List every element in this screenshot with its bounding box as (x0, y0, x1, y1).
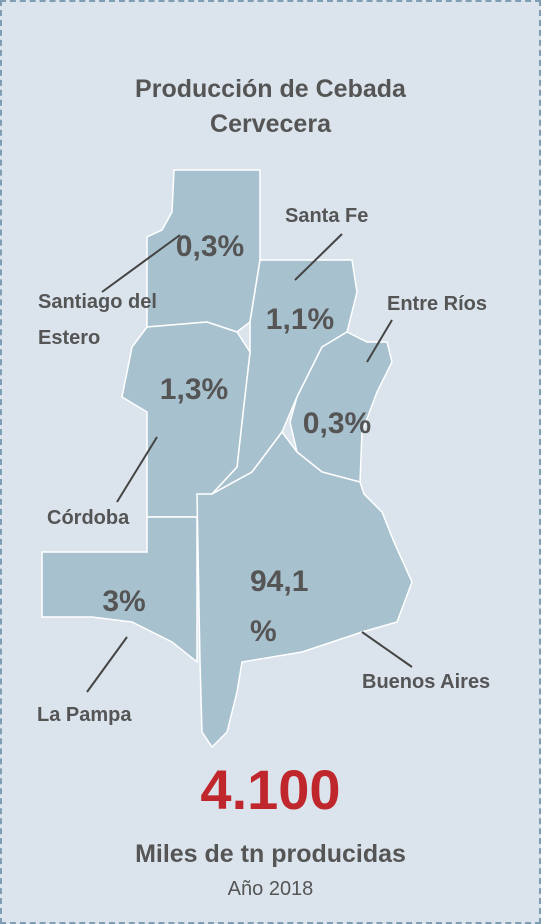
province-name: La Pampa (37, 704, 132, 726)
province-share: 0,3% (175, 230, 245, 263)
province-name: Entre Ríos (387, 293, 488, 315)
total-caption: Miles de tn producidas (135, 840, 406, 868)
leader-line (101, 234, 181, 293)
province-share: 1,3% (159, 373, 229, 406)
province-name: Santa Fe (285, 205, 369, 227)
province-shape (196, 430, 413, 749)
title: Producción de Cebada Cervecera (135, 75, 406, 138)
province-name: Santiago del Estero (38, 291, 157, 349)
leader-line (86, 636, 128, 693)
leader-line (294, 233, 343, 281)
province-name: Córdoba (47, 507, 130, 529)
leader-line (116, 436, 158, 503)
province-share: 3% (102, 585, 146, 618)
leader-line (361, 631, 413, 668)
province-share: 0,3% (302, 407, 372, 440)
province-shape (41, 516, 198, 664)
province-share: 1,1% (265, 303, 335, 336)
year-label: Año 2018 (227, 878, 314, 900)
total: 4.100 (200, 758, 341, 821)
leader-line (366, 319, 393, 363)
province-name: Buenos Aires (362, 671, 491, 693)
province-share: 94,1 % (250, 565, 309, 648)
